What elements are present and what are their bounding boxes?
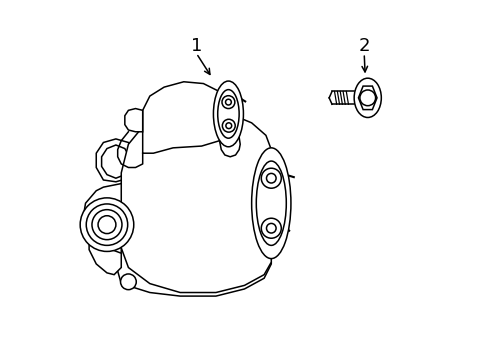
Polygon shape — [118, 248, 271, 296]
Polygon shape — [124, 109, 142, 132]
Polygon shape — [89, 228, 121, 275]
Circle shape — [261, 168, 281, 188]
Text: 1: 1 — [190, 37, 202, 55]
Circle shape — [222, 119, 235, 132]
Circle shape — [98, 216, 116, 234]
Circle shape — [359, 90, 375, 106]
Circle shape — [266, 224, 276, 233]
Circle shape — [86, 204, 127, 246]
Polygon shape — [142, 82, 231, 153]
Ellipse shape — [353, 78, 381, 117]
Text: 2: 2 — [358, 37, 369, 55]
Circle shape — [266, 174, 276, 183]
Circle shape — [261, 218, 281, 238]
Polygon shape — [96, 139, 135, 182]
Ellipse shape — [251, 148, 290, 258]
Ellipse shape — [217, 90, 239, 138]
Circle shape — [225, 123, 231, 129]
Polygon shape — [102, 145, 129, 178]
Polygon shape — [82, 184, 135, 248]
Polygon shape — [358, 86, 376, 109]
Circle shape — [225, 99, 231, 105]
Ellipse shape — [213, 81, 243, 147]
Ellipse shape — [256, 161, 285, 246]
Circle shape — [92, 210, 122, 240]
Circle shape — [222, 96, 234, 109]
Circle shape — [121, 274, 136, 290]
Circle shape — [80, 198, 134, 251]
Polygon shape — [121, 111, 271, 293]
